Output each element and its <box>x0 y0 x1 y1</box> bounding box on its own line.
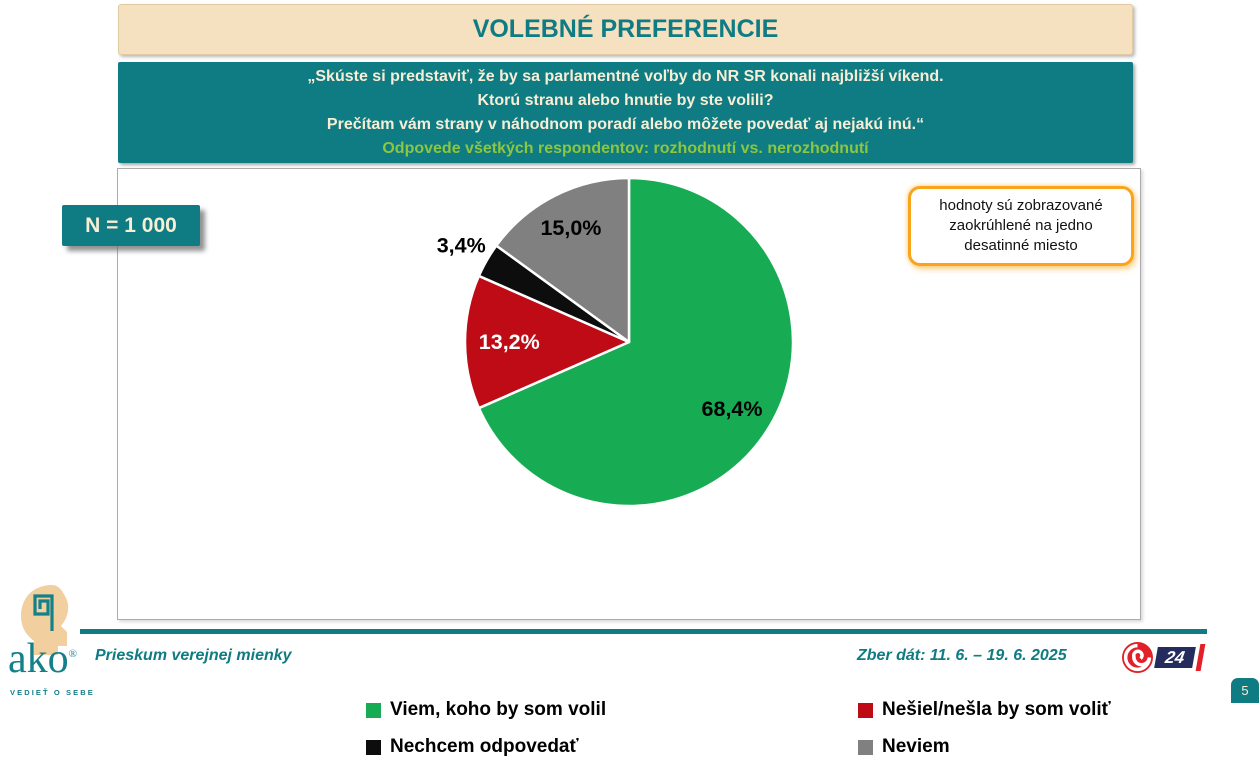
footer-divider <box>80 629 1207 634</box>
ako-tagline: VEDIEŤ O SEBE <box>10 688 95 697</box>
sample-size-label: N = 1 000 <box>85 213 177 237</box>
registered-mark: ® <box>68 648 78 660</box>
legend-label: Nechcem odpovedať <box>390 736 579 757</box>
page-number-badge: 5 <box>1231 678 1259 703</box>
rounding-note-text: hodnoty sú zobrazované zaokrúhlené na je… <box>939 197 1103 254</box>
question-line-1: „Skúste si predstaviť, že by sa parlamen… <box>307 67 944 85</box>
legend-swatch-icon <box>858 739 873 755</box>
survey-question-box: „Skúste si predstaviť, že by sa parlamen… <box>118 62 1133 163</box>
pie-slice-1 <box>463 274 631 410</box>
question-line-3: Prečítam vám strany v náhodnom poradí al… <box>326 115 925 133</box>
question-subtitle: Odpovede všetkých respondentov: rozhodnu… <box>382 139 869 157</box>
chart-legend: Viem, koho by som volil Nešiel/nešla by s… <box>366 699 1111 758</box>
footer-collection-dates: Zber dát: 11. 6. – 19. 6. 2025 <box>857 647 1067 664</box>
question-line-2: Ktorú stranu alebo hnutie by ste volili? <box>477 91 774 109</box>
pie-slice-3 <box>495 176 631 344</box>
page-title: VOLEBNÉ PREFERENCIE <box>472 15 779 43</box>
legend-item-0: Viem, koho by som volil <box>366 699 858 721</box>
channel-slash-icon <box>1195 643 1206 671</box>
sample-size-badge: N = 1 000 <box>62 205 200 246</box>
legend-label: Viem, koho by som volil <box>390 699 607 720</box>
slide-title-bar: VOLEBNÉ PREFERENCIE <box>118 4 1133 55</box>
legend-item-1: Nešiel/nešla by som voliť <box>858 699 1111 721</box>
swirl-icon <box>1122 641 1153 673</box>
pie-label-1: 13,2% <box>479 330 540 354</box>
legend-label: Neviem <box>882 736 950 757</box>
tv-channel-24-logo: 24 <box>1122 640 1206 674</box>
legend-swatch-icon <box>366 739 381 755</box>
ako-wordmark: ako® <box>8 636 78 682</box>
rounding-note-box: hodnoty sú zobrazované zaokrúhlené na je… <box>908 186 1134 266</box>
ako-head-icon <box>21 585 69 655</box>
pie-chart: 68,4% 13,2% 3,4% 15,0% <box>437 176 795 508</box>
pie-slice-0 <box>477 176 795 508</box>
legend-swatch-icon <box>858 702 873 718</box>
pie-label-3: 15,0% <box>540 216 601 240</box>
footer-survey-type: Prieskum verejnej mienky <box>95 647 292 664</box>
legend-item-2: Nechcem odpovedať <box>366 736 858 758</box>
channel-24-label: 24 <box>1163 647 1187 666</box>
legend-item-3: Neviem <box>858 736 1111 758</box>
ako-logo: ako® VEDIEŤ O SEBE <box>6 583 106 701</box>
pie-label-2: 3,4% <box>437 234 486 258</box>
pie-label-0: 68,4% <box>702 397 763 421</box>
channel-24-badge: 24 <box>1154 646 1196 668</box>
page-number: 5 <box>1241 683 1249 698</box>
legend-swatch-icon <box>366 702 381 718</box>
legend-label: Nešiel/nešla by som voliť <box>882 699 1111 720</box>
